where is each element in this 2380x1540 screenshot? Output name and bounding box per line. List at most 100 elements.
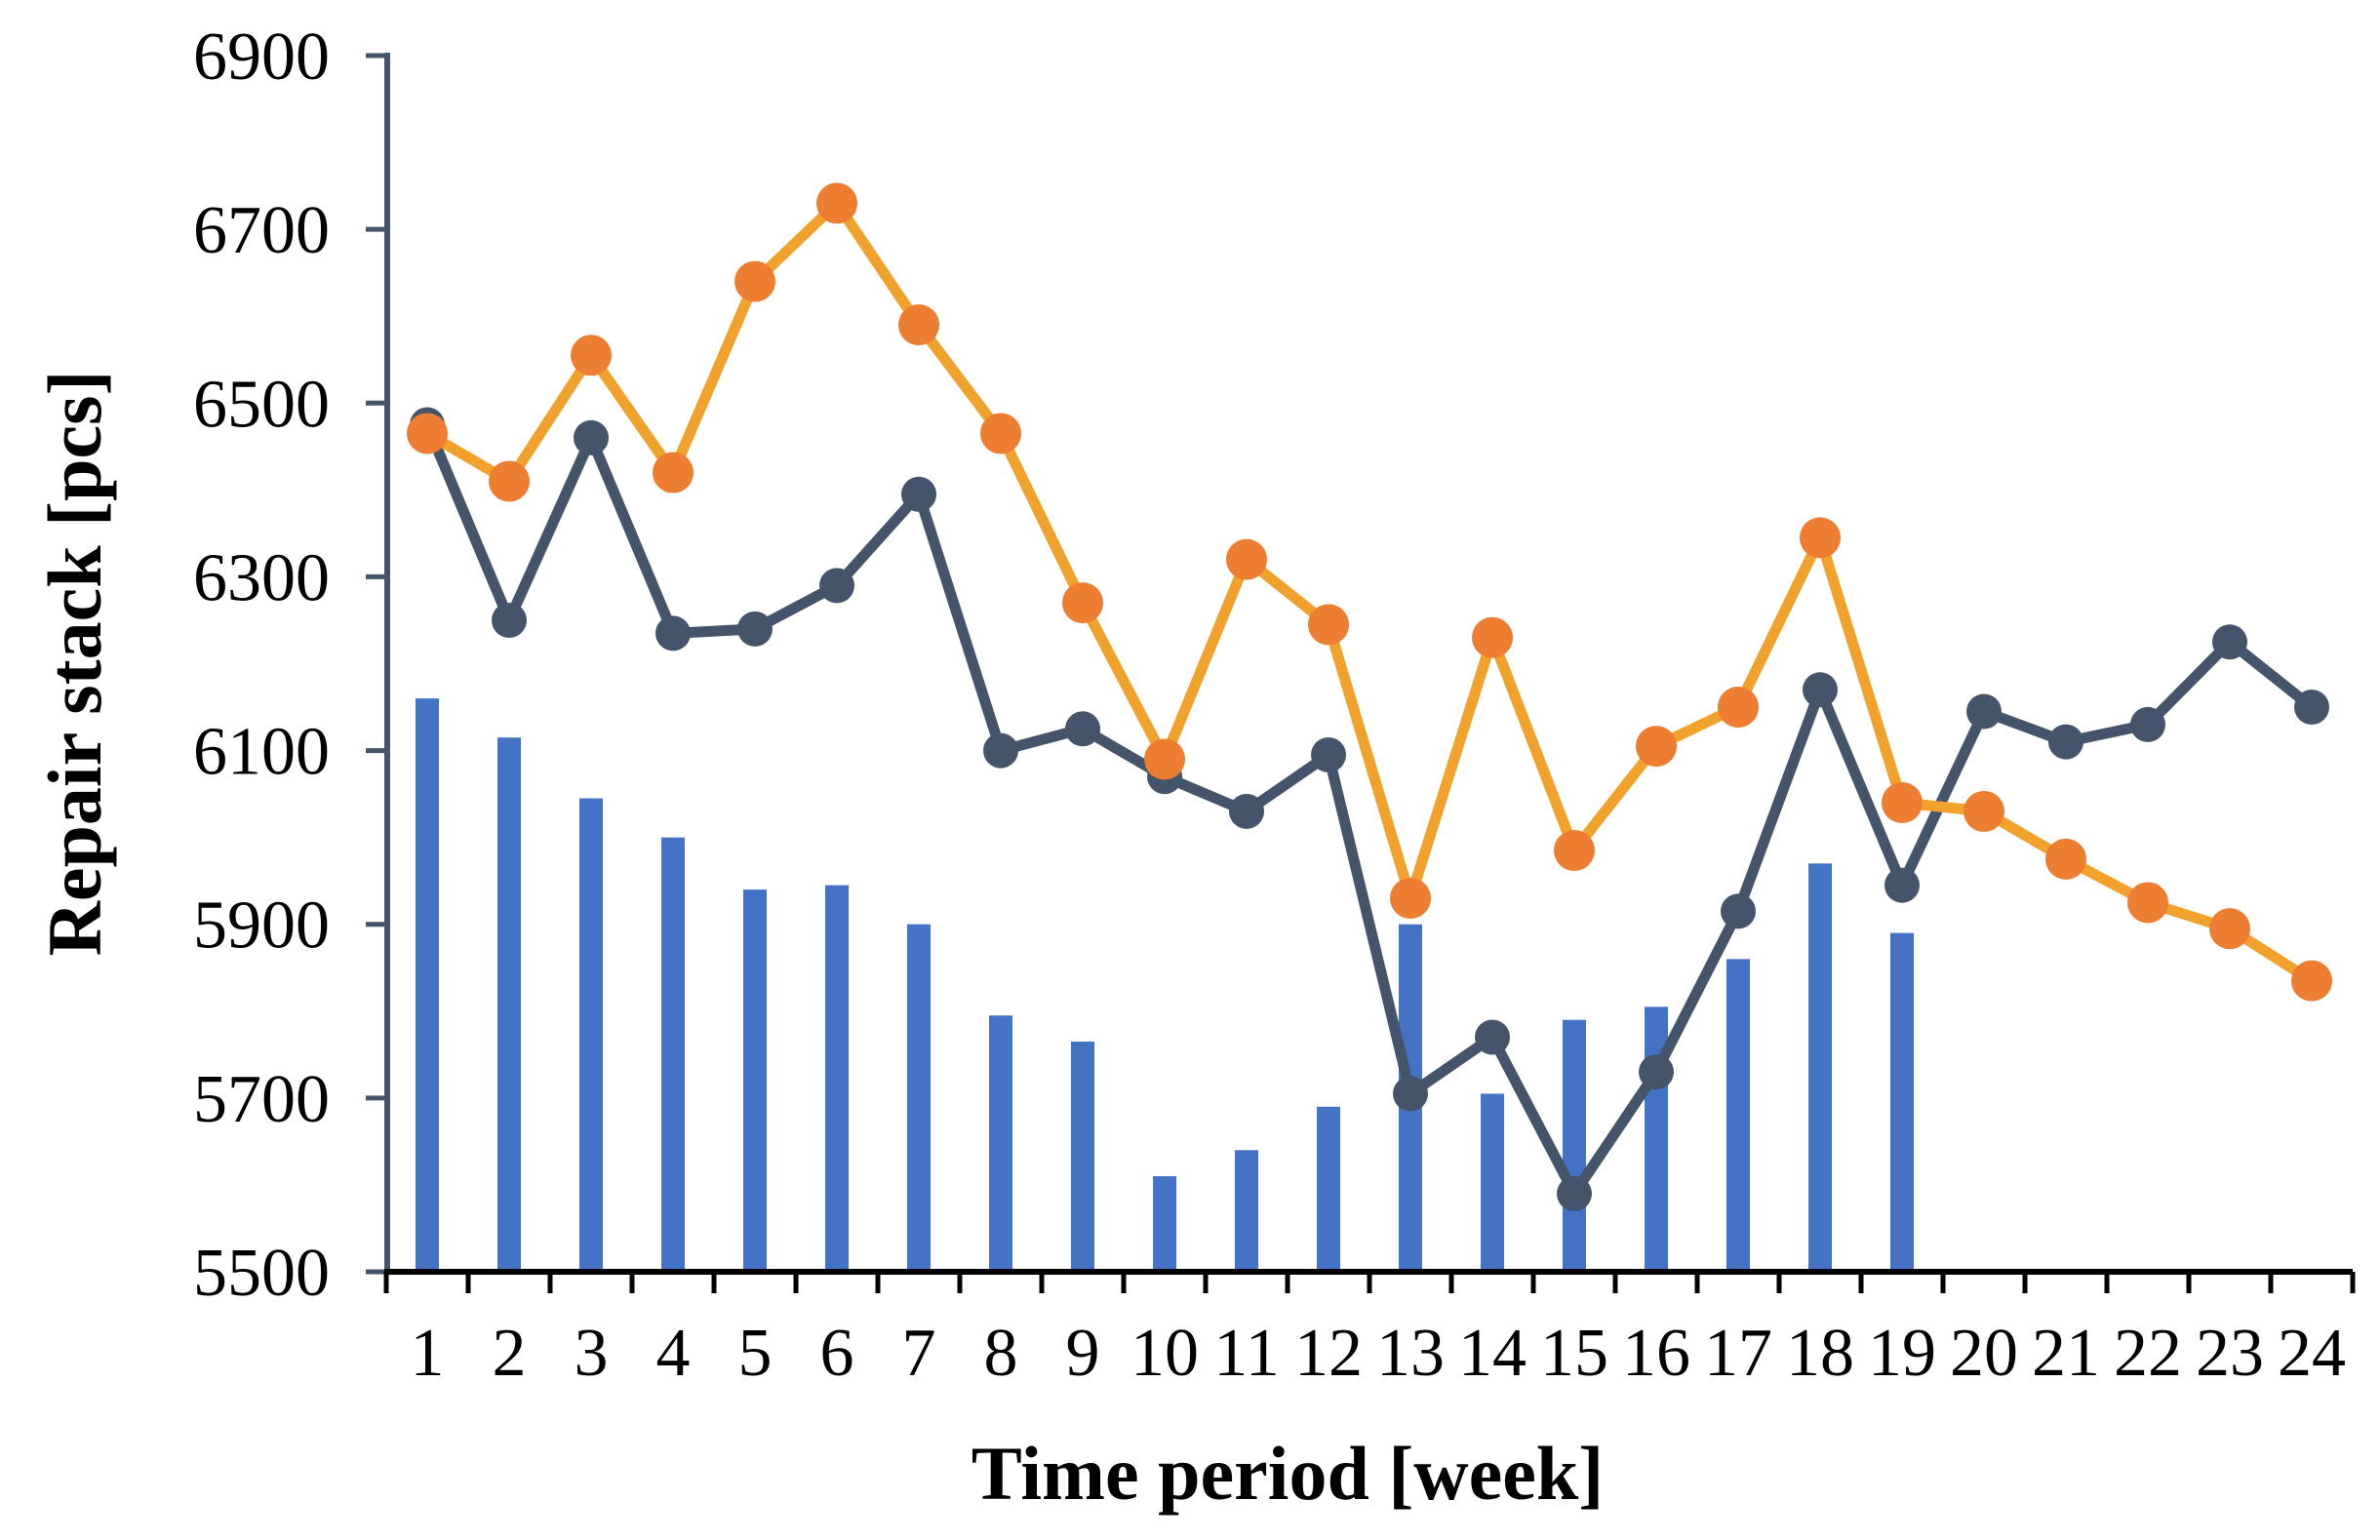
x-tick-label-24: 24 — [2278, 1316, 2346, 1391]
x-tick-label-9: 9 — [1066, 1316, 1100, 1391]
x-tick-label-20: 20 — [1950, 1316, 2018, 1391]
bar-week-2 — [497, 737, 521, 1272]
slate-line-marker-week-7 — [901, 476, 936, 512]
x-tick-label-22: 22 — [2114, 1316, 2182, 1391]
x-tick-label-10: 10 — [1130, 1316, 1199, 1391]
bar-week-4 — [661, 837, 685, 1272]
x-tick-label-12: 12 — [1294, 1316, 1363, 1391]
x-tick-label-14: 14 — [1458, 1316, 1527, 1391]
slate-line-series — [410, 407, 2329, 1211]
bar-week-9 — [1071, 1041, 1094, 1272]
slate-line-marker-week-2 — [492, 602, 527, 638]
bar-week-3 — [579, 798, 603, 1272]
orange-line-marker-week-16 — [1636, 726, 1677, 768]
x-tick-label-23: 23 — [2196, 1316, 2264, 1391]
slate-line-marker-week-12 — [1311, 737, 1346, 773]
bar-week-19 — [1890, 932, 1914, 1272]
slate-line-marker-week-4 — [655, 615, 691, 652]
bar-week-6 — [825, 885, 849, 1272]
x-tick-label-8: 8 — [984, 1316, 1018, 1391]
x-tick-label-1: 1 — [411, 1316, 445, 1391]
x-axis-title: Time period [week] — [972, 1431, 1604, 1516]
bar-week-15 — [1563, 1019, 1586, 1272]
y-tick-label-5700: 5700 — [193, 1062, 330, 1137]
slate-line-marker-week-23 — [2212, 624, 2247, 660]
bar-week-17 — [1726, 959, 1750, 1272]
y-axis-title: Repair stack [pcs] — [32, 371, 117, 957]
y-tick-label-6700: 6700 — [193, 193, 330, 268]
bar-series — [416, 698, 1914, 1272]
orange-line-marker-week-8 — [980, 413, 1021, 454]
slate-line-marker-week-5 — [737, 611, 773, 647]
slate-line-marker-week-11 — [1229, 793, 1264, 829]
slate-line-marker-week-8 — [983, 732, 1018, 769]
orange-line-marker-week-15 — [1554, 830, 1595, 872]
orange-line-marker-week-17 — [1718, 687, 1759, 729]
orange-line-series — [407, 182, 2332, 1002]
orange-line-marker-week-23 — [2209, 908, 2250, 950]
x-tick-label-15: 15 — [1540, 1316, 1608, 1391]
slate-line-marker-week-6 — [819, 568, 854, 604]
slate-line-marker-week-14 — [1475, 1019, 1510, 1055]
orange-line-path — [421, 197, 2318, 987]
orange-line-marker-week-5 — [734, 260, 775, 302]
y-tick-label-6100: 6100 — [193, 715, 330, 790]
orange-line-marker-week-11 — [1226, 538, 1267, 580]
orange-line-marker-week-6 — [816, 182, 857, 224]
y-tick-label-5900: 5900 — [193, 888, 330, 964]
x-tick-label-4: 4 — [656, 1316, 691, 1391]
orange-line-marker-week-12 — [1308, 604, 1349, 646]
orange-line-marker-week-18 — [1800, 517, 1841, 559]
x-tick-label-21: 21 — [2032, 1316, 2100, 1391]
x-tick-label-7: 7 — [902, 1316, 936, 1391]
orange-line-marker-week-22 — [2127, 882, 2168, 924]
orange-line-marker-week-9 — [1062, 582, 1103, 624]
bar-week-18 — [1808, 863, 1832, 1272]
slate-line-marker-week-16 — [1639, 1054, 1674, 1090]
y-axis-tick-labels: 5500 5700 5900 6100 6300 6500 6700 6900 — [193, 20, 330, 1311]
orange-line-marker-week-4 — [653, 452, 694, 494]
orange-line-marker-week-19 — [1882, 782, 1923, 824]
slate-line-marker-week-18 — [1803, 672, 1838, 708]
x-tick-label-11: 11 — [1213, 1316, 1279, 1391]
bar-week-8 — [989, 1015, 1012, 1272]
y-tick-label-6500: 6500 — [193, 367, 330, 442]
orange-line-marker-week-13 — [1390, 877, 1431, 919]
x-tick-label-18: 18 — [1786, 1316, 1854, 1391]
slate-line-marker-week-19 — [1884, 867, 1920, 903]
orange-line-marker-week-21 — [2045, 838, 2086, 880]
slate-line-marker-week-22 — [2130, 706, 2165, 742]
bar-week-11 — [1235, 1150, 1258, 1272]
slate-line-marker-week-3 — [574, 419, 609, 455]
slate-line-marker-week-20 — [1966, 693, 2002, 730]
orange-line-marker-week-7 — [898, 304, 939, 346]
slate-line-marker-week-9 — [1065, 711, 1100, 747]
x-axis-ticks — [383, 1272, 2356, 1293]
bar-week-5 — [743, 889, 767, 1272]
x-tick-label-17: 17 — [1704, 1316, 1772, 1391]
slate-line-marker-week-13 — [1393, 1076, 1428, 1112]
orange-line-marker-week-24 — [2291, 960, 2332, 1002]
orange-line-marker-week-14 — [1472, 616, 1513, 658]
slate-line-marker-week-17 — [1721, 893, 1756, 929]
orange-line-marker-week-10 — [1144, 738, 1185, 780]
x-tick-label-3: 3 — [575, 1316, 609, 1391]
bar-week-7 — [907, 924, 931, 1272]
x-tick-label-13: 13 — [1376, 1316, 1445, 1391]
slate-line-marker-week-24 — [2294, 690, 2329, 726]
x-tick-label-2: 2 — [493, 1316, 527, 1391]
orange-line-marker-week-20 — [1964, 790, 2004, 832]
bar-week-12 — [1317, 1106, 1340, 1272]
bar-week-1 — [416, 698, 439, 1272]
x-tick-label-16: 16 — [1622, 1316, 1690, 1391]
bar-week-14 — [1481, 1093, 1504, 1272]
x-tick-label-6: 6 — [820, 1316, 854, 1391]
slate-line-marker-week-15 — [1557, 1175, 1592, 1211]
slate-line-path — [421, 419, 2318, 1200]
y-tick-label-6300: 6300 — [193, 540, 330, 615]
y-tick-label-6900: 6900 — [193, 20, 330, 95]
x-axis-tick-labels: 1 2 3 4 5 6 7 8 9 10 11 12 13 14 15 16 17 18 19 20 21 22 23 24 — [411, 1316, 2347, 1391]
y-tick-label-5500: 5500 — [193, 1236, 330, 1311]
